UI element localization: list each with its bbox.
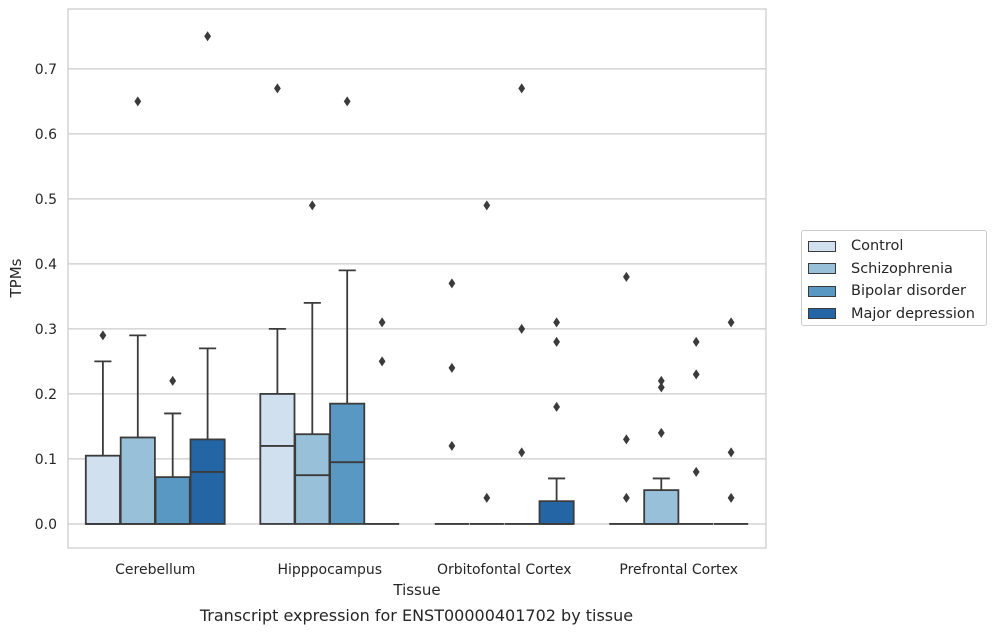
box-cerebellum-bipolar-disorder [154, 375, 191, 525]
gridlines [68, 68, 766, 525]
chart-caption: Transcript expression for ENST0000040170… [199, 606, 634, 625]
legend-label-schizophrenia: Schizophrenia [851, 260, 953, 277]
box-hipppocampus-major-depression [364, 317, 400, 525]
flier-hipppocampus-bipolar-disorder-0 [343, 96, 351, 107]
flier-hipppocampus-major-depression-1 [378, 317, 386, 328]
box-series [84, 31, 749, 525]
box-prefrontal-cortex-major-depression [713, 317, 749, 525]
box-hipppocampus-schizophrenia [294, 200, 331, 525]
y-tick-0-4: 0.4 [35, 257, 57, 273]
flier-prefrontal-cortex-schizophrenia-0 [657, 427, 665, 438]
box-orbitofontal-cortex-control [434, 278, 470, 525]
legend-label-bipolar-disorder: Bipolar disorder [851, 283, 966, 300]
y-tick-0-7: 0.7 [35, 62, 57, 78]
box-cerebellum-control [84, 330, 121, 525]
box-orbitofontal-cortex-major-depression [538, 317, 575, 525]
flier-cerebellum-major-depression-0 [204, 31, 211, 42]
flier-orbitofontal-cortex-control-2 [448, 278, 456, 289]
plot-frame [67, 8, 767, 549]
flier-hipppocampus-control-0 [274, 83, 281, 94]
box-cerebellum-schizophrenia [119, 96, 156, 525]
box-body-cerebellum-control [84, 454, 121, 525]
flier-cerebellum-schizophrenia-0 [134, 96, 142, 107]
legend-label-major-depression: Major depression [851, 305, 975, 322]
flier-orbitofontal-cortex-major-depression-0 [553, 401, 560, 412]
y-tick-0-5: 0.5 [35, 192, 57, 208]
box-orbitofontal-cortex-bipolar-disorder [504, 83, 539, 525]
flier-prefrontal-cortex-major-depression-0 [727, 492, 735, 503]
legend: Control Schizophrenia Bipolar disorder M… [801, 230, 987, 326]
legend-item-schizophrenia: Schizophrenia [808, 258, 986, 281]
flier-orbitofontal-cortex-bipolar-disorder-2 [518, 83, 526, 94]
box-body-prefrontal-cortex-schizophrenia [643, 489, 680, 525]
flier-prefrontal-cortex-control-1 [623, 434, 630, 445]
box-cerebellum-major-depression [189, 31, 226, 525]
box-body-cerebellum-major-depression [189, 438, 226, 525]
flier-prefrontal-cortex-schizophrenia-2 [657, 375, 665, 386]
box-orbitofontal-cortex-schizophrenia [469, 200, 504, 525]
flier-prefrontal-cortex-control-0 [623, 492, 630, 503]
x-tick-labels: Cerebellum Hipppocampus Orbitofontal Corte… [115, 562, 738, 578]
y-tick-0-1: 0.1 [35, 452, 57, 468]
flier-prefrontal-cortex-bipolar-disorder-0 [692, 466, 700, 477]
flier-prefrontal-cortex-bipolar-disorder-1 [692, 369, 700, 380]
box-prefrontal-cortex-control [609, 271, 644, 525]
legend-swatch-control [808, 240, 836, 252]
x-axis-label: Tissue [392, 581, 440, 599]
box-body-hipppocampus-bipolar-disorder [329, 402, 366, 525]
flier-orbitofontal-cortex-schizophrenia-1 [483, 200, 491, 211]
legend-item-major-depression: Major depression [808, 303, 986, 326]
x-tick-cerebellum: Cerebellum [115, 562, 195, 578]
y-tick-0-0: 0.0 [35, 517, 57, 533]
flier-orbitofontal-cortex-control-0 [448, 440, 456, 451]
flier-prefrontal-cortex-major-depression-1 [727, 447, 735, 458]
box-body-cerebellum-schizophrenia [119, 436, 156, 525]
y-tick-labels: 0.0 0.1 0.2 0.3 0.4 0.5 0.6 0.7 [35, 62, 57, 533]
flier-prefrontal-cortex-bipolar-disorder-2 [692, 336, 700, 347]
flier-orbitofontal-cortex-bipolar-disorder-1 [518, 323, 526, 334]
flier-prefrontal-cortex-schizophrenia-1 [657, 382, 665, 393]
box-body-hipppocampus-control [259, 393, 296, 525]
flier-orbitofontal-cortex-bipolar-disorder-0 [518, 447, 526, 458]
legend-label-control: Control [851, 238, 904, 255]
flier-cerebellum-control-0 [99, 330, 107, 341]
y-tick-0-6: 0.6 [35, 127, 57, 143]
legend-swatch-schizophrenia [808, 263, 836, 275]
box-hipppocampus-control [259, 83, 296, 525]
legend-item-bipolar-disorder: Bipolar disorder [808, 280, 986, 303]
box-body-hipppocampus-schizophrenia [294, 433, 331, 525]
x-tick-hipppocampus: Hipppocampus [277, 562, 382, 578]
y-axis-label: TPMs [7, 258, 25, 298]
box-prefrontal-cortex-bipolar-disorder [679, 336, 714, 525]
flier-hipppocampus-major-depression-0 [378, 356, 386, 367]
flier-orbitofontal-cortex-schizophrenia-0 [483, 492, 491, 503]
flier-prefrontal-cortex-control-2 [623, 271, 630, 282]
y-tick-0-3: 0.3 [35, 322, 57, 338]
flier-orbitofontal-cortex-major-depression-1 [553, 336, 560, 347]
box-body-orbitofontal-cortex-major-depression [538, 500, 575, 525]
y-tick-0-2: 0.2 [35, 387, 57, 403]
box-body-cerebellum-bipolar-disorder [154, 476, 191, 525]
flier-cerebellum-bipolar-disorder-0 [169, 375, 177, 386]
flier-orbitofontal-cortex-major-depression-2 [553, 317, 560, 328]
box-prefrontal-cortex-schizophrenia [643, 375, 680, 525]
x-tick-prefrontal-cortex: Prefrontal Cortex [619, 562, 738, 578]
legend-item-control: Control [808, 235, 986, 258]
box-hipppocampus-bipolar-disorder [329, 96, 366, 525]
x-tick-orbitofontal-cortex: Orbitofontal Cortex [437, 562, 572, 578]
legend-swatch-bipolar-disorder [808, 285, 836, 297]
legend-swatch-major-depression [808, 308, 836, 320]
flier-prefrontal-cortex-major-depression-2 [727, 317, 735, 328]
flier-orbitofontal-cortex-control-1 [448, 362, 456, 373]
flier-hipppocampus-schizophrenia-0 [308, 200, 316, 211]
